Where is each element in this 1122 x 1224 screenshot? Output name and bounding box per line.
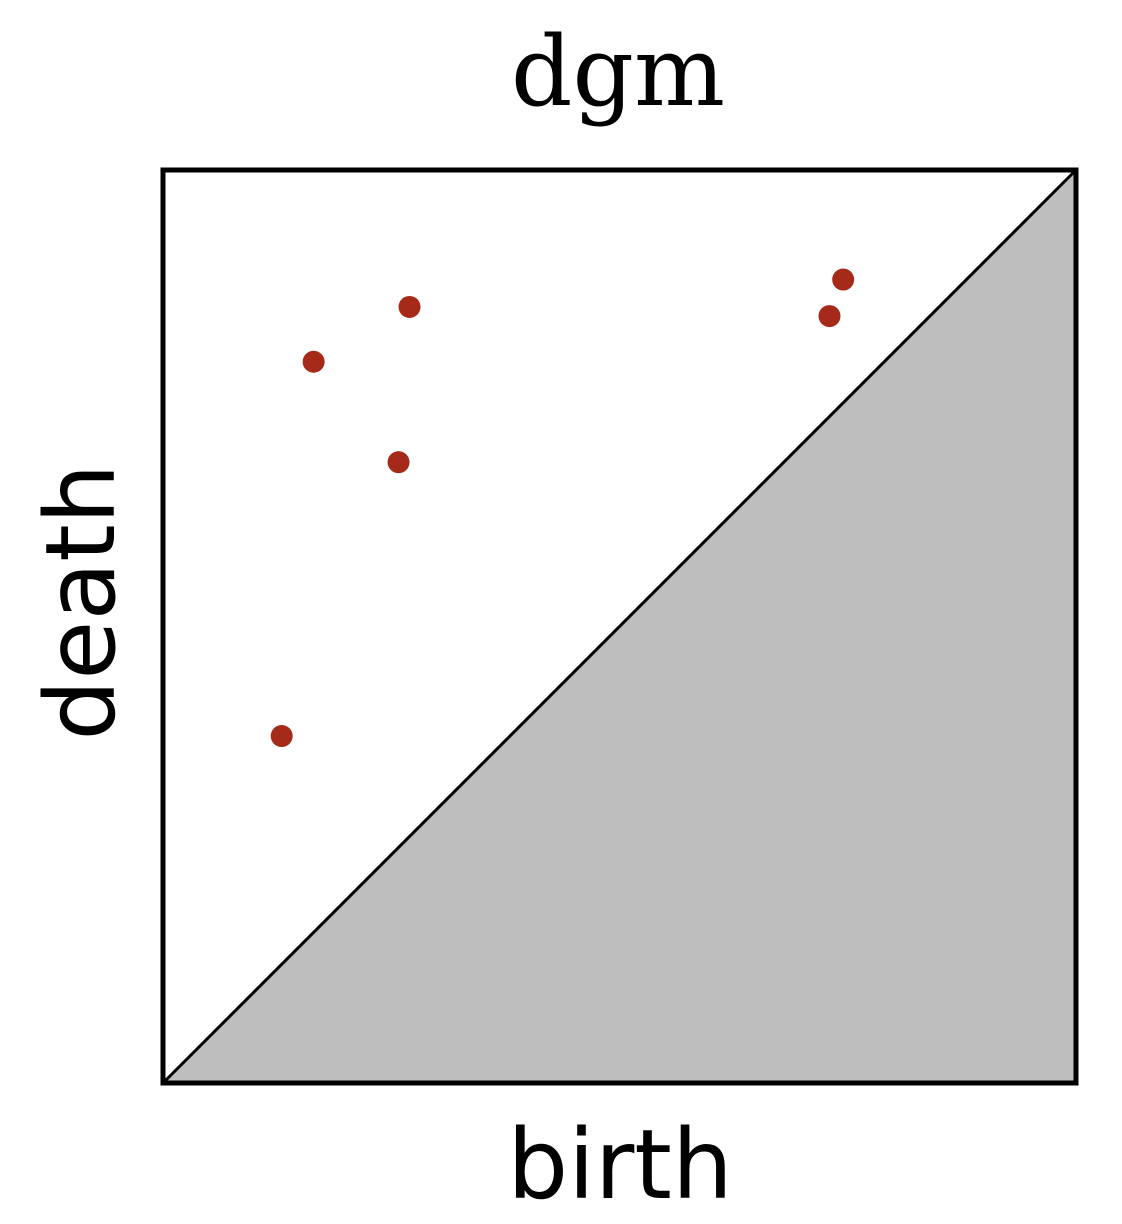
y-axis-label: death — [25, 463, 137, 740]
data-point — [398, 295, 421, 318]
plot-area — [160, 167, 1079, 1086]
x-axis-label: birth — [507, 1109, 733, 1221]
data-point — [832, 268, 855, 291]
data-point — [818, 305, 841, 328]
plot-frame — [160, 167, 1079, 1086]
data-point — [270, 725, 293, 748]
data-point — [387, 451, 410, 474]
data-point — [302, 350, 325, 373]
chart-title: dgm — [511, 16, 725, 128]
diagonal-line — [161, 168, 1078, 1085]
points-layer — [270, 268, 855, 748]
